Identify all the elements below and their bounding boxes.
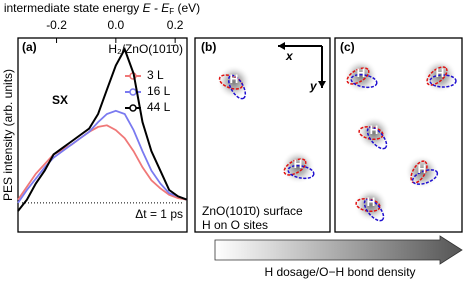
x-label-var: E - E xyxy=(143,1,171,15)
x-label-sub: F xyxy=(169,7,174,16)
site-label: H xyxy=(230,72,239,86)
site-label: H xyxy=(357,66,366,80)
panel-c-frame xyxy=(334,37,463,233)
site-blob xyxy=(354,188,388,222)
orbital-red xyxy=(346,67,370,85)
legend-label: 16 L xyxy=(147,84,171,98)
legend-marker xyxy=(129,104,137,112)
site-label: H xyxy=(436,66,445,80)
x-axis-label: intermediate state energy E - EF (eV) xyxy=(4,1,200,16)
orbital-blue xyxy=(227,74,247,100)
site-blob xyxy=(357,116,391,150)
legend-label: 44 L xyxy=(147,100,171,114)
arrow-label: H dosage/O−H bond density xyxy=(264,265,415,279)
orbital-blue xyxy=(350,73,378,89)
x-tick-label: -0.2 xyxy=(46,18,67,32)
x-tick-label: 0.2 xyxy=(167,18,184,32)
site-label: H xyxy=(294,157,303,171)
site-label: H xyxy=(370,123,379,137)
panel-label: (c) xyxy=(340,40,355,54)
legend-label: 3 L xyxy=(147,68,164,82)
series-line xyxy=(17,109,188,204)
series-line xyxy=(17,124,188,201)
orbital-blue xyxy=(429,74,457,88)
site-label: H xyxy=(418,162,427,176)
caption: H on O sites xyxy=(202,218,268,232)
dosage-arrow xyxy=(214,235,463,265)
orbital-blue xyxy=(363,198,385,222)
axis-y: y xyxy=(309,79,318,93)
orbital-blue xyxy=(287,164,315,180)
orbital-blue xyxy=(411,169,439,185)
panel-label: (a) xyxy=(22,40,37,54)
caption: ZnO(101̄0) surface xyxy=(202,204,303,218)
arrow-heads xyxy=(278,42,326,88)
x-tick-label: 0.0 xyxy=(107,18,124,32)
axis-x: x xyxy=(285,49,294,63)
orbital-blue xyxy=(366,126,388,150)
x-label-text: intermediate state energy xyxy=(4,1,143,15)
sample-label: H₂/ZnO(101̄0) xyxy=(108,42,183,56)
panel-b-frame xyxy=(194,37,331,233)
orbital-red xyxy=(283,158,307,176)
y-axis-label: PES intensity (arb. units) xyxy=(1,69,15,201)
orbital-red xyxy=(426,66,448,86)
orbital-red xyxy=(218,74,244,90)
legend-marker xyxy=(129,88,137,96)
annotation: SX xyxy=(52,93,68,107)
series-line xyxy=(17,46,188,212)
site-label: H xyxy=(367,195,376,209)
site-blob xyxy=(217,65,251,99)
delay-label: Δt = 1 ps xyxy=(135,207,183,221)
x-label-unit: (eV) xyxy=(174,1,200,15)
panel-label: (b) xyxy=(201,40,216,54)
panel-a-frame xyxy=(17,37,188,233)
